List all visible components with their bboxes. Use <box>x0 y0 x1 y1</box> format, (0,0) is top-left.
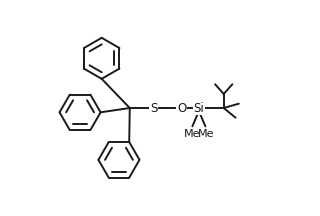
Text: O: O <box>177 102 186 114</box>
Text: Si: Si <box>194 102 204 114</box>
Text: Me: Me <box>184 129 201 138</box>
Text: Me: Me <box>198 129 215 138</box>
Text: S: S <box>150 102 157 114</box>
